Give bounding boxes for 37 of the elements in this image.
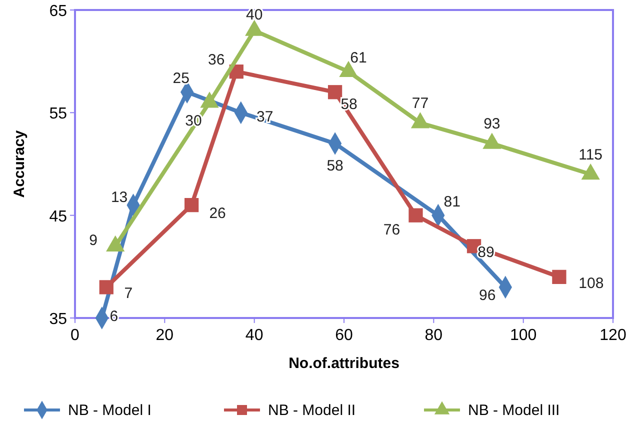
x-axis-title: No.of.attributes	[288, 355, 400, 372]
x-tick-label: 20	[156, 327, 174, 344]
legend-label: NB - Model I	[68, 402, 152, 419]
annotation: 7	[124, 285, 133, 302]
point	[552, 270, 566, 284]
legend-label: NB - Model II	[268, 402, 356, 419]
y-tick-label: 45	[49, 208, 68, 226]
legend-label: NB - Model III	[468, 402, 560, 419]
point	[184, 198, 199, 212]
y-tick-label: 55	[49, 106, 68, 123]
x-tick-label: 100	[510, 327, 537, 344]
y-tick-label: 35	[49, 311, 68, 328]
annotation: 96	[479, 287, 496, 304]
x-tick-label: 80	[424, 327, 443, 344]
y-tick-label: 65	[49, 3, 68, 20]
point	[328, 85, 342, 100]
annotation: 61	[350, 50, 367, 67]
point	[408, 208, 423, 222]
annotation: 93	[484, 115, 500, 132]
annotation: 81	[444, 193, 460, 210]
x-tick-label: 40	[245, 327, 264, 344]
annotation: 25	[172, 70, 190, 88]
annotation: 26	[209, 205, 226, 222]
point	[99, 280, 114, 294]
x-tick-label: 0	[70, 327, 80, 344]
x-tick-label: 60	[335, 327, 353, 344]
annotation: 40	[246, 6, 263, 24]
annotation: 77	[412, 94, 429, 112]
annotation: 58	[326, 157, 344, 174]
annotation: 115	[578, 146, 603, 164]
annotation: 108	[578, 274, 604, 292]
y-axis-title: Accuracy	[11, 130, 28, 198]
annotation: 36	[208, 52, 225, 69]
annotation: 76	[383, 221, 400, 238]
annotation: 9	[89, 232, 98, 250]
annotation: 13	[110, 189, 128, 206]
x-tick-label: 120	[600, 327, 626, 344]
